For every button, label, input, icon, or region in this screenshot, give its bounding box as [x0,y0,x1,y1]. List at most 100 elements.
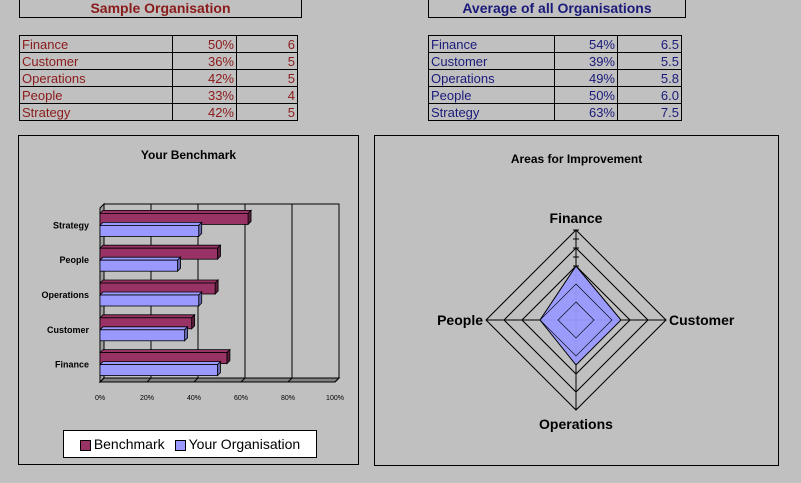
table-row: Customer 39% 5.5 [428,52,682,70]
bar-end [226,348,231,365]
legend-item-benchmark: Benchmark [79,436,165,452]
bar-top [99,326,189,331]
row-pct: 42% [172,103,237,121]
row-pct: 63% [554,103,618,121]
bar-top [99,279,220,284]
legend-label-your-organisation: Your Organisation [188,436,301,452]
y-tick-label: Finance [55,360,89,370]
radar-ring-overlay [521,265,631,375]
row-score: 5 [236,52,298,70]
radar-axis-label: People [437,312,483,328]
radar-axis-label: Customer [669,312,735,328]
radar-axis-label: Finance [550,210,603,226]
bar-top [99,314,196,319]
legend-label-benchmark: Benchmark [93,436,165,452]
y-tick-label: People [59,255,89,265]
row-label: Customer [428,52,555,70]
radar-ring-overlay [539,283,613,357]
benchmark-bar-chart: 0% 20% 40% 60% 80% 100% Finance Customer Operati… [41,202,344,402]
row-score: 6.5 [617,35,682,53]
bar-top [99,222,203,226]
benchmark-swatch-icon [79,439,91,451]
table-row: Strategy 63% 7.5 [428,103,682,121]
y-tick-label: Customer [47,325,90,335]
bar-top [99,256,182,261]
bar-face [99,225,200,237]
bar-face [99,259,178,272]
row-label: Strategy [19,103,173,121]
x-grid-floor [240,377,246,383]
x-grid-floor [287,377,293,383]
table-row: Finance 50% 6 [19,35,298,53]
row-label: People [19,86,173,104]
bar-end [191,313,196,330]
row-pct: 36% [172,52,237,70]
row-label: Operations [19,69,173,87]
x-tick-label: 20% [140,395,154,402]
benchmark-chart-panel[interactable]: Your Benchmark 0% 20% 40% 60% 80% 100% Finance… [18,135,359,465]
x-tick-label: 80% [281,395,295,402]
row-score: 5.8 [617,69,682,87]
improvement-radar-chart: Finance Customer Operations People [437,210,735,432]
x-grid-floor [146,377,152,383]
radar-ring-overlay [503,247,649,393]
average-org-header: Average of all Organisations [428,0,686,18]
y-tick-label: Operations [41,290,89,300]
table-row: People 33% 4 [19,86,298,104]
bar [99,279,220,295]
row-score: 4 [236,86,298,104]
table-row: Operations 49% 5.8 [428,69,682,87]
improvement-chart-panel[interactable]: Areas for Improvement Finance Customer Ope… [374,135,779,466]
table-row: Strategy 42% 5 [19,103,298,121]
bar [99,291,203,307]
bar-face [99,329,185,342]
row-pct: 50% [554,86,618,104]
x-tick-label: 0% [95,395,105,402]
bar-top [99,210,253,214]
table-row: People 50% 6.0 [428,86,682,104]
your-org-swatch-icon [174,439,186,451]
legend-item-your-organisation: Your Organisation [174,436,301,452]
x-tick-label: 60% [234,395,248,402]
row-score: 6.0 [617,86,682,104]
bar-top [99,244,222,249]
bar-end [184,325,189,342]
bar-top [99,291,203,296]
radar-ring-overlay [485,229,667,411]
row-label: Finance [428,35,555,53]
sample-org-table: Finance 50% 6 Customer 36% 5 Operations 42% 5 … [19,35,298,121]
bar [99,313,196,330]
sample-org-header: Sample Organisation [19,0,302,18]
bar [99,348,231,365]
table-row: Finance 54% 6.5 [428,35,682,53]
bar [99,360,222,377]
row-pct: 50% [172,35,237,53]
radar-axis-label: Operations [539,416,613,432]
benchmark-legend: Benchmark Your Organisation [63,430,317,458]
bar [99,221,203,238]
row-score: 5.5 [617,52,682,70]
x-grid-floor [193,377,199,383]
y-tick-label: Strategy [53,220,89,230]
bar-end [217,360,221,377]
row-label: Operations [428,69,555,87]
x-grid-floor [99,377,105,383]
row-score: 6 [236,35,298,53]
row-pct: 39% [554,52,618,70]
table-row: Customer 36% 5 [19,52,298,70]
table-row: Operations 42% 5 [19,69,298,87]
row-label: People [428,86,555,104]
row-pct: 54% [554,35,618,53]
row-pct: 49% [554,69,618,87]
benchmark-chart-title: Your Benchmark [140,148,237,162]
bar-end [214,279,219,295]
bar-end [198,221,203,238]
bar-end [198,291,203,307]
improvement-chart-title: Areas for Improvement [510,152,643,166]
row-label: Customer [19,52,173,70]
bar-end [247,209,252,226]
row-label: Strategy [428,103,555,121]
row-label: Finance [19,35,173,53]
row-score: 7.5 [617,103,682,121]
plot-floor [98,377,341,383]
